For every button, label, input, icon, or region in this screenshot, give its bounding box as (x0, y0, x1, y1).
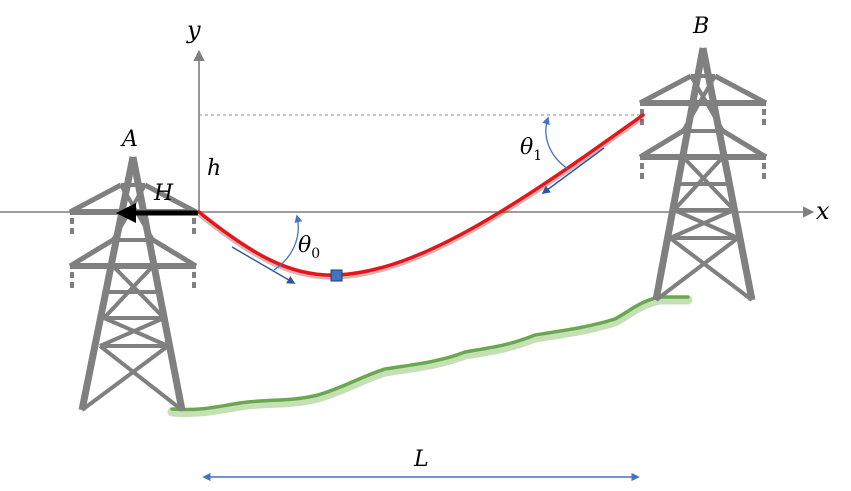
theta1-arc (542, 116, 569, 170)
tower-a-label: A (120, 127, 138, 152)
tangent-b-line (541, 147, 605, 194)
tower-b (638, 47, 768, 302)
tangent-a-line (231, 246, 296, 284)
ground-glow (167, 295, 693, 418)
horizontal-force-label: H (153, 181, 174, 206)
theta0-symbol: θ (298, 233, 311, 258)
cable (197, 113, 645, 277)
theta1-subscript: 1 (533, 148, 542, 164)
span-label: L (413, 447, 429, 472)
theta1-label: θ1 (520, 135, 542, 164)
tower-b-label: B (692, 14, 709, 39)
lowest-point-marker (330, 269, 343, 282)
theta0-label: θ0 (298, 233, 320, 262)
y-axis-label: y (186, 16, 201, 44)
ground-profile (170, 295, 690, 412)
theta0-arc (273, 214, 303, 271)
theta0-subscript: 0 (311, 246, 320, 262)
x-axis-label: x (816, 197, 830, 225)
theta1-symbol: θ (520, 135, 533, 160)
height-label: h (207, 156, 221, 181)
tower-a (68, 156, 198, 412)
